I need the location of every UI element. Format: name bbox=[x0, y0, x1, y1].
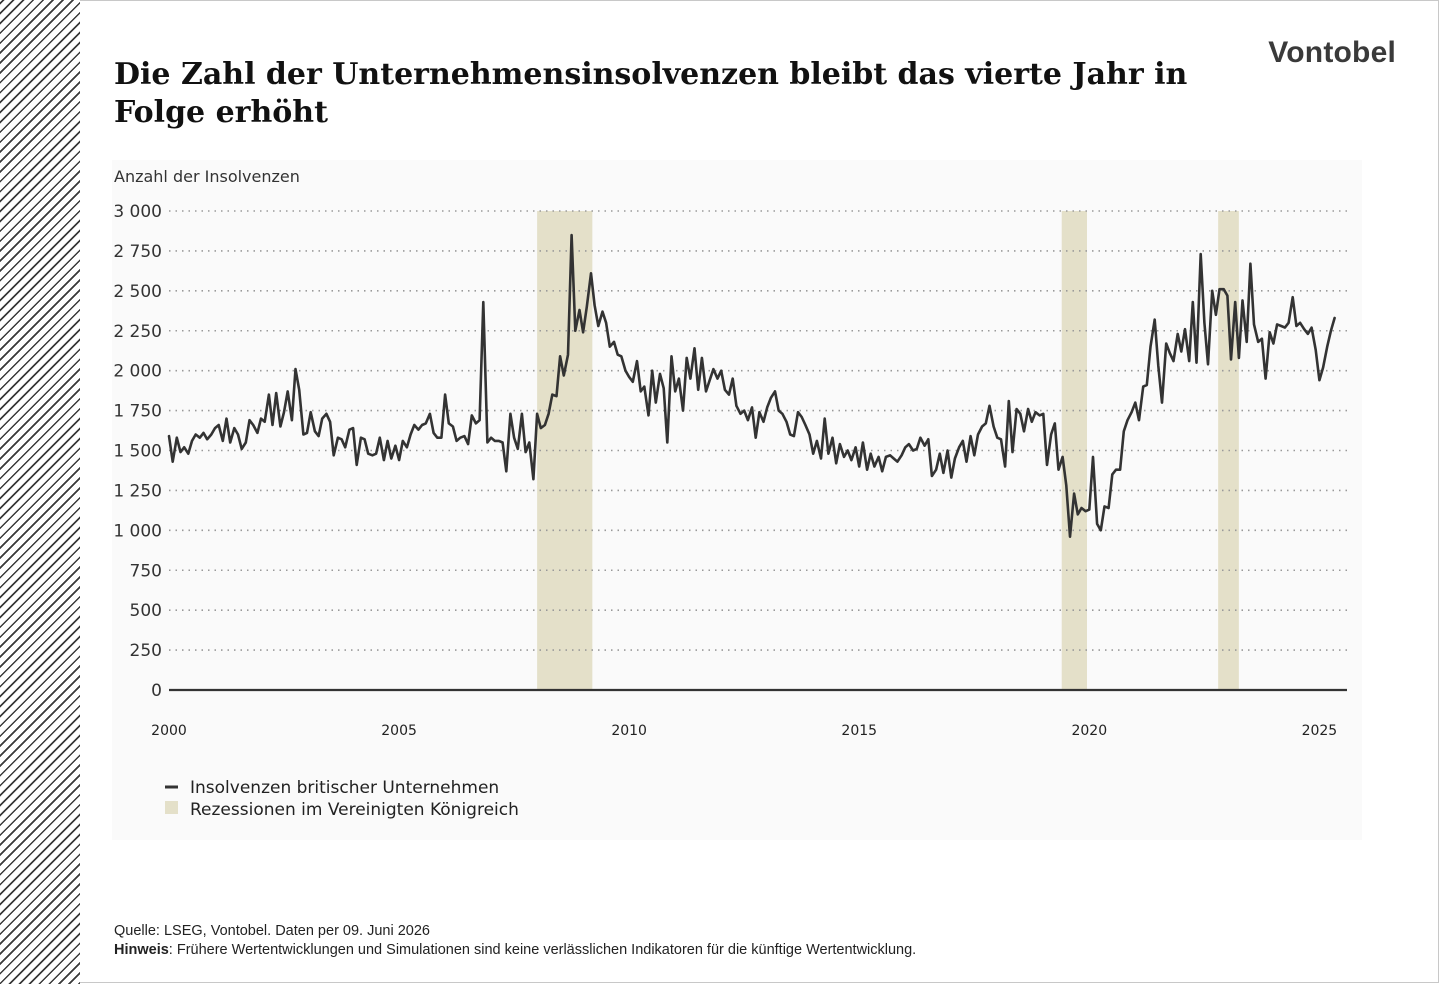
y-tick-label-750: 750 bbox=[130, 561, 162, 581]
recession-band-1 bbox=[537, 211, 593, 690]
disclaimer: Hinweis: Frühere Wertentwicklungen und S… bbox=[114, 941, 916, 960]
y-tick-label-2000: 2 000 bbox=[113, 362, 162, 382]
y-axis-label: Anzahl der Insolvenzen bbox=[114, 167, 300, 186]
x-tick-label-2005: 2005 bbox=[381, 723, 417, 739]
y-tick-label-1500: 1 500 bbox=[113, 442, 162, 462]
y-tick-label-2250: 2 250 bbox=[113, 322, 162, 342]
y-tick-label-1250: 1 250 bbox=[113, 481, 162, 501]
line-chart: 0 250 500 750 1 000 1 250 1 500 1 750 2 000 2 250… bbox=[112, 160, 1362, 840]
y-tick-label-1000: 1 000 bbox=[113, 521, 162, 541]
x-tick-label-2025: 2025 bbox=[1302, 723, 1338, 739]
legend: Insolvenzen britischer Unternehmen Rezes… bbox=[165, 778, 519, 820]
disclaimer-text: : Frühere Wertentwicklungen und Simulati… bbox=[168, 942, 917, 958]
x-axis-ticks: 2000 2005 2010 2015 2020 2025 bbox=[151, 723, 1337, 739]
y-tick-label-500: 500 bbox=[130, 601, 162, 621]
disclaimer-label: Hinweis bbox=[114, 942, 169, 958]
y-tick-label-2750: 2 750 bbox=[113, 242, 162, 262]
vontobel-logo: Vontobel bbox=[1268, 36, 1396, 69]
y-tick-label-0: 0 bbox=[151, 681, 162, 701]
chart-title: Die Zahl der Unternehmensinsolvenzen ble… bbox=[114, 57, 1188, 130]
x-tick-label-2000: 2000 bbox=[151, 723, 187, 739]
gridlines bbox=[169, 210, 1347, 651]
y-tick-label-3000: 3 000 bbox=[113, 202, 162, 222]
y-axis-ticks: 0 250 500 750 1 000 1 250 1 500 1 750 2 000 2 250… bbox=[113, 202, 162, 701]
footer: Quelle: LSEG, Vontobel. Daten per 09. Ju… bbox=[114, 922, 916, 960]
y-tick-label-250: 250 bbox=[130, 641, 162, 661]
plot-background bbox=[112, 160, 1362, 840]
legend-recession-swatch bbox=[165, 801, 178, 814]
hatch-decoration bbox=[0, 0, 80, 984]
series-line-insolvencies bbox=[167, 233, 1336, 538]
source-note: Quelle: LSEG, Vontobel. Daten per 09. Ju… bbox=[114, 923, 430, 939]
legend-label-recessions: Rezessionen im Vereinigten Königreich bbox=[190, 800, 519, 820]
y-tick-label-1750: 1 750 bbox=[113, 402, 162, 422]
x-tick-label-2020: 2020 bbox=[1071, 723, 1107, 739]
slide-frame bbox=[80, 0, 1439, 983]
y-tick-label-2500: 2 500 bbox=[113, 282, 162, 302]
x-tick-label-2010: 2010 bbox=[611, 723, 647, 739]
x-tick-label-2015: 2015 bbox=[841, 723, 877, 739]
recession-band-2 bbox=[1061, 211, 1088, 690]
legend-label-insolvencies: Insolvenzen britischer Unternehmen bbox=[190, 778, 499, 798]
